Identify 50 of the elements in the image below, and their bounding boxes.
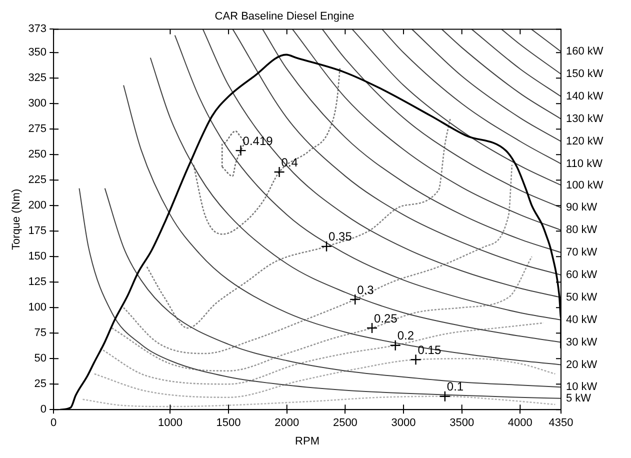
x-tick-label: 2000: [274, 417, 300, 430]
y-tick-label: 373: [28, 23, 47, 36]
x-tick-label: 4350: [548, 417, 574, 430]
series-label: 50 kW: [566, 291, 598, 304]
y-tick-label: 300: [28, 98, 47, 110]
y-tick-label: 250: [28, 148, 47, 161]
x-tick-label: 2500: [332, 417, 358, 430]
series-label: 20 kW: [566, 358, 598, 371]
x-tick-label: 1000: [158, 417, 182, 430]
series-label: 30 kW: [566, 336, 598, 348]
annotation: 0.25: [374, 311, 398, 326]
series-label: 160 kW: [566, 46, 604, 58]
annotation: 0.1: [446, 380, 464, 394]
y-tick-label: 275: [28, 123, 47, 136]
series-label: 70 kW: [566, 246, 598, 259]
series-label: 140 kW: [566, 90, 604, 103]
annotation: 0.3: [357, 282, 374, 297]
series-label: 130 kW: [566, 112, 604, 125]
chart-title: CAR Baseline Diesel Engine: [214, 10, 354, 23]
series-label: 10 kW: [566, 381, 598, 394]
series-label: 5 kW: [566, 392, 592, 404]
series-label: 60 kW: [566, 269, 598, 282]
y-tick-label: 75: [34, 327, 47, 340]
y-tick-label: 100: [28, 302, 47, 314]
x-tick-label: 1500: [216, 417, 241, 430]
y-tick-label: 225: [28, 174, 47, 186]
y-tick-label: 25: [34, 378, 47, 390]
y-tick-label: 125: [28, 276, 47, 288]
x-tick-label: 0: [50, 417, 57, 430]
annotation: 0.2: [397, 328, 414, 343]
annotation: 0.35: [328, 230, 352, 244]
series-label: 150 kW: [566, 68, 604, 80]
x-tick-label: 3500: [450, 417, 474, 430]
y-tick-label: 325: [28, 72, 47, 84]
y-tick-label: 50: [34, 352, 47, 365]
x-tick-label: 4000: [508, 417, 532, 430]
series-label: 100 kW: [566, 179, 604, 192]
y-tick-label: 150: [28, 250, 47, 263]
y-tick-label: 350: [28, 46, 47, 59]
series-label: 120 kW: [566, 135, 604, 148]
y-tick-label: 0: [40, 404, 47, 416]
y-tick-label: 175: [28, 225, 47, 238]
x-tick-label: 3000: [391, 417, 416, 430]
y-tick-label: 200: [28, 200, 47, 212]
y-axis-title: Torque (Nm): [10, 188, 23, 250]
series-label: 110 kW: [566, 158, 604, 170]
series-label: 80 kW: [566, 224, 598, 236]
series-label: 90 kW: [566, 202, 598, 214]
x-axis-title: RPM: [295, 435, 320, 448]
series-label: 40 kW: [566, 314, 598, 326]
